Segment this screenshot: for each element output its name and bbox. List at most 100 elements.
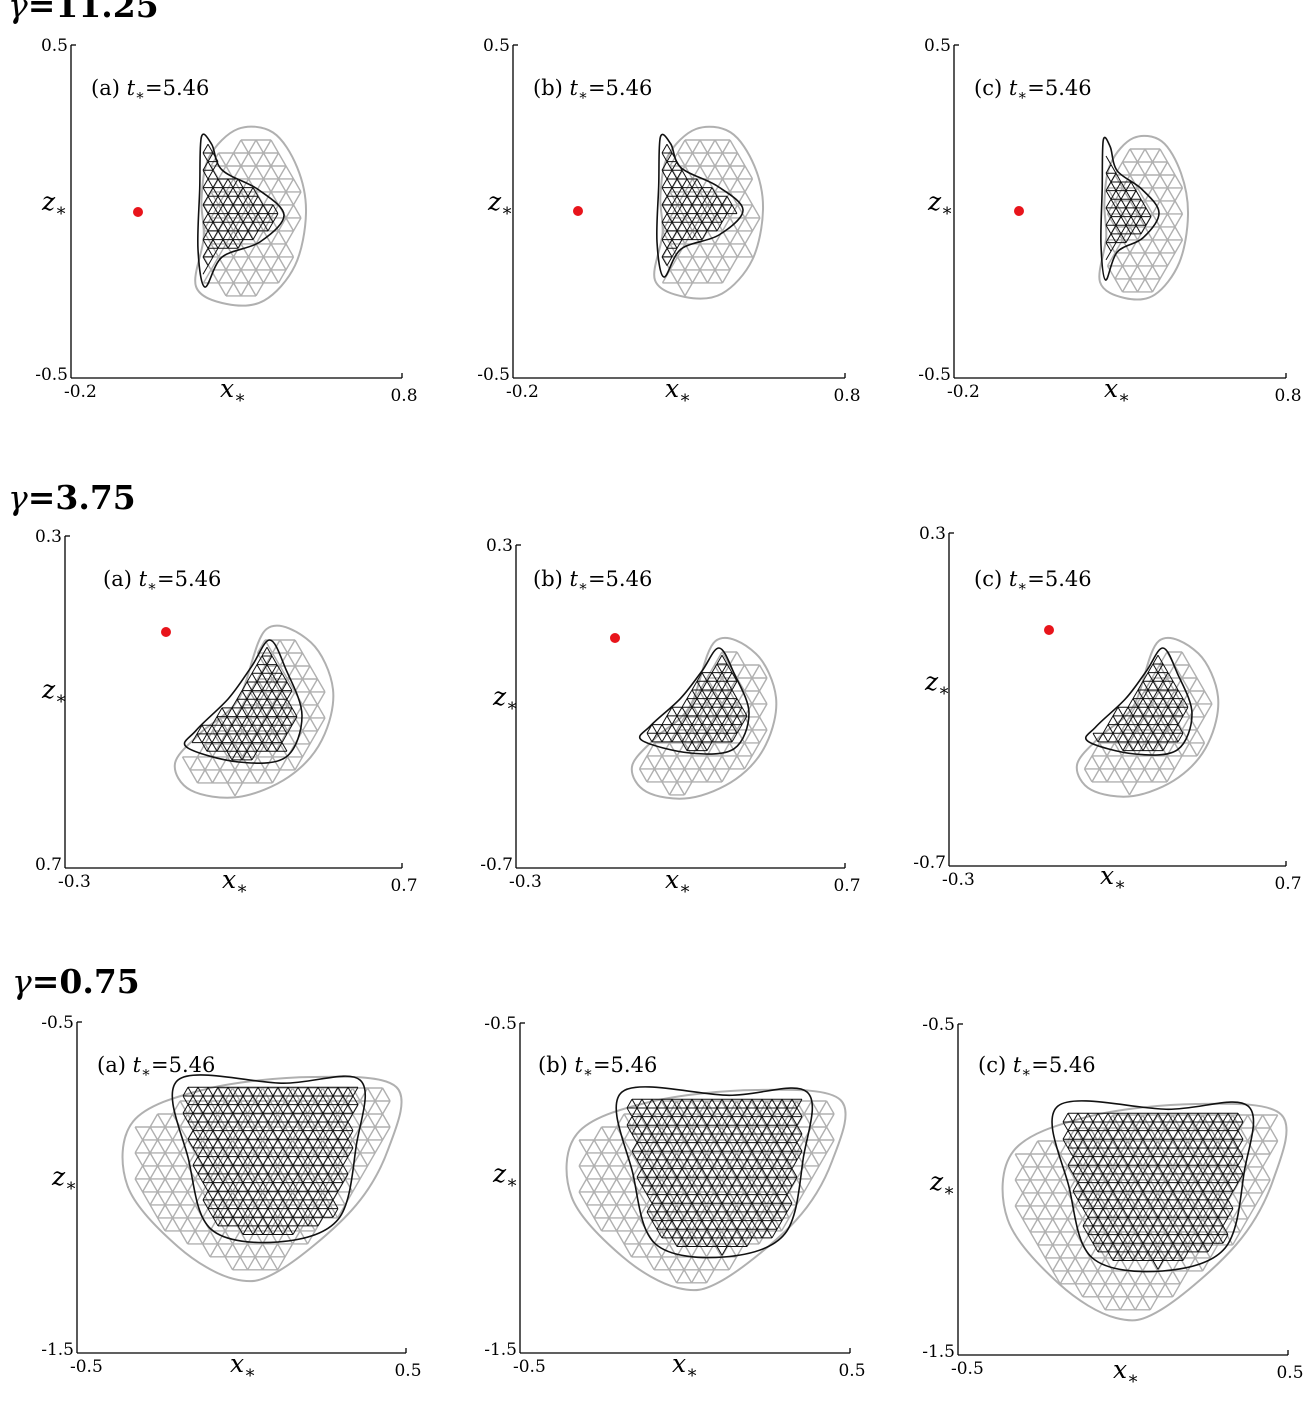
y-tick-label-top: -0.5 xyxy=(41,1013,74,1033)
y-tick-label-top: 0.5 xyxy=(924,36,951,56)
inner-mesh-outline xyxy=(183,639,303,764)
z-axis-label: z∗ xyxy=(924,667,950,701)
inner-mesh xyxy=(655,133,744,278)
outer-mesh-outline xyxy=(1001,1102,1288,1322)
z-axis-label: z∗ xyxy=(51,1162,77,1196)
gamma-symbol: γ xyxy=(12,962,32,1001)
gamma-value: =11.25 xyxy=(27,0,159,25)
panel-label: (c) t∗=5.46 xyxy=(974,567,1092,595)
outer-mesh-outline xyxy=(194,125,308,307)
gamma-symbol: γ xyxy=(8,0,28,25)
y-tick-label-top: 0.3 xyxy=(486,536,513,556)
z-axis-label: z∗ xyxy=(492,1159,518,1193)
panel-2-c: -0.5-1.5-0.5 0.5z∗x∗(c) t∗=5.46 xyxy=(922,1015,1303,1389)
outer-mesh xyxy=(653,125,765,300)
z-axis-label: z∗ xyxy=(41,187,67,221)
panel-1-a: 0.30.7-0.3 0.7z∗x∗(a) t∗=5.46 xyxy=(35,527,418,899)
inner-mesh-outline xyxy=(638,647,750,755)
gamma-symbol: γ xyxy=(8,478,28,517)
outer-mesh xyxy=(565,1088,847,1292)
panel-label: (a) t∗=5.46 xyxy=(91,76,209,104)
inner-mesh xyxy=(638,647,750,755)
x-tick-label-max: 0.7 xyxy=(1274,874,1301,894)
z-axis-label: z∗ xyxy=(41,675,67,709)
inner-mesh xyxy=(183,639,303,764)
marker-dot xyxy=(573,206,583,216)
inner-mesh-lines xyxy=(646,655,748,752)
z-axis-label: z∗ xyxy=(492,682,518,716)
gamma-value: =0.75 xyxy=(31,962,140,1001)
panel-0-c: 0.5 -0.5-0.2 0.8 z∗ x∗ (c) t∗=5.46 xyxy=(918,36,1301,408)
inner-mesh xyxy=(196,133,285,288)
inner-mesh-lines xyxy=(661,144,738,266)
panel-label: (b) t∗=5.46 xyxy=(533,567,652,595)
x-tick-label-max: 0.8 xyxy=(833,386,860,406)
z-axis-label: z∗ xyxy=(487,187,513,221)
marker-dot xyxy=(1044,625,1054,635)
outer-mesh xyxy=(1075,636,1220,798)
inner-mesh-lines xyxy=(626,1098,803,1256)
panel-2-a: -0.5-1.5-0.5 0.5z∗x∗(a) t∗=5.46 xyxy=(41,1013,421,1383)
outer-mesh-lines xyxy=(181,639,326,797)
outer-mesh xyxy=(173,624,335,799)
row-title-gamma-11-25: γ=11.25 xyxy=(8,0,159,25)
inner-mesh-lines xyxy=(191,647,298,761)
panel-label: (c) t∗=5.46 xyxy=(978,1053,1096,1081)
x-axis-label: x∗ xyxy=(222,865,248,899)
y-tick-label-top: 0.5 xyxy=(41,36,68,56)
x-tick-label-max: 0.7 xyxy=(833,876,860,896)
y-tick-label-bottom: -0.7 xyxy=(913,853,946,873)
row-title-gamma-3-75: γ=3.75 xyxy=(8,478,136,517)
x-axis-label: x∗ xyxy=(1113,1355,1139,1389)
inner-mesh xyxy=(171,1074,367,1244)
x-tick-label-min: -0.3 xyxy=(509,872,542,892)
x-tick-label-max: 0.8 xyxy=(1274,386,1301,406)
gamma-value: =3.75 xyxy=(27,478,136,517)
inner-mesh-outline xyxy=(196,133,285,288)
x-tick-label-min: -0.5 xyxy=(70,1357,103,1377)
x-axis-label: x∗ xyxy=(665,865,691,899)
panel-label: (c) t∗=5.46 xyxy=(974,76,1092,104)
outer-mesh xyxy=(121,1075,403,1283)
outer-mesh xyxy=(630,636,778,800)
y-tick-label-bottom: -1.5 xyxy=(484,1340,517,1360)
x-tick-label-min: -0.3 xyxy=(58,872,91,892)
z-axis-label: z∗ xyxy=(929,1167,955,1201)
y-tick-label-bottom: -0.7 xyxy=(480,855,513,875)
inner-mesh xyxy=(615,1086,814,1259)
x-axis-label: x∗ xyxy=(1104,374,1130,408)
y-tick-label-bottom: -1.5 xyxy=(41,1340,74,1360)
y-tick-label-top: 0.3 xyxy=(35,527,62,547)
outer-mesh-outline xyxy=(653,125,765,300)
outer-mesh-outline xyxy=(630,636,778,800)
panel-label: (b) t∗=5.46 xyxy=(533,76,652,104)
y-tick-label-bottom: 0.7 xyxy=(35,855,62,875)
x-tick-label-min: -0.2 xyxy=(506,382,539,402)
panel-label: (b) t∗=5.46 xyxy=(538,1053,657,1081)
inner-mesh-outline xyxy=(655,133,744,278)
inner-mesh xyxy=(1084,647,1193,756)
inner-mesh-lines xyxy=(182,1086,359,1235)
x-axis-label: x∗ xyxy=(672,1349,698,1383)
y-tick-label-top: 0.5 xyxy=(483,36,510,56)
outer-mesh-outline xyxy=(121,1075,403,1283)
x-tick-label-min: -0.5 xyxy=(513,1357,546,1377)
x-axis-label: x∗ xyxy=(1100,861,1126,895)
x-axis-label: x∗ xyxy=(665,374,691,408)
x-tick-label-max: 0.8 xyxy=(390,386,417,406)
inner-mesh-lines xyxy=(1062,1112,1244,1270)
inner-mesh-outline xyxy=(615,1086,814,1259)
x-tick-label-max: 0.5 xyxy=(1276,1363,1303,1383)
outer-mesh-outline xyxy=(173,624,335,799)
x-tick-label-min: -0.2 xyxy=(64,382,97,402)
x-tick-label-max: 0.5 xyxy=(394,1361,421,1381)
x-tick-label-min: -0.5 xyxy=(951,1359,984,1379)
panel-label: (a) t∗=5.46 xyxy=(103,567,221,595)
y-tick-label-bottom: -0.5 xyxy=(918,365,951,385)
panel-1-c: 0.3 -0.7-0.3 0.7 z∗ x∗ (c) t∗=5.46 xyxy=(913,524,1301,895)
inner-mesh-outline xyxy=(171,1074,367,1244)
x-tick-label-max: 0.7 xyxy=(390,876,417,896)
panel-1-b: 0.3 -0.7-0.3 0.7 z∗ x∗ (b) t∗=5.46 xyxy=(480,536,860,899)
inner-mesh-outline xyxy=(1084,647,1193,756)
